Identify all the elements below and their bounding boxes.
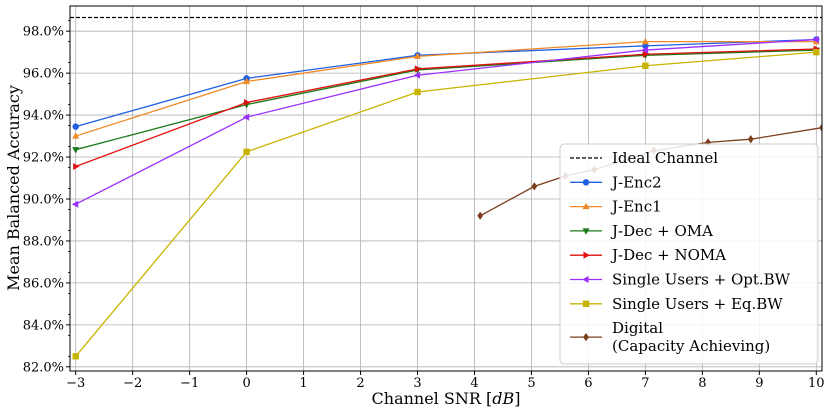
data-point <box>243 148 250 155</box>
data-point <box>71 200 79 208</box>
data-point <box>642 62 649 69</box>
data-point <box>414 88 421 96</box>
x-tick-label: 5 <box>527 376 535 391</box>
data-point <box>583 251 590 259</box>
data-point <box>812 36 819 44</box>
legend-entry: J-Enc2 <box>570 173 662 191</box>
x-tick-label: 7 <box>641 376 649 391</box>
data-point <box>583 332 589 342</box>
data-point <box>413 52 422 59</box>
data-point <box>73 162 80 170</box>
legend-label: Single Users + Eq.BW <box>612 295 783 313</box>
data-point <box>747 135 754 144</box>
series-group <box>71 36 822 360</box>
legend-label: Digital (Capacity Achieving) <box>612 319 770 355</box>
data-point <box>243 77 251 85</box>
x-tick-label: 0 <box>242 376 250 391</box>
y-tick-label: 98.0% <box>23 25 64 40</box>
legend-entry: Digital (Capacity Achieving) <box>570 319 770 355</box>
y-tick-label: 82.0% <box>23 360 64 375</box>
legend-entry: Single Users + Opt.BW <box>570 271 791 289</box>
x-tick-label: 3 <box>413 376 421 391</box>
series-4 <box>71 36 819 208</box>
series-5 <box>72 48 820 360</box>
legend-label: J-Enc1 <box>610 198 662 216</box>
data-point <box>819 123 822 132</box>
y-tick-label: 88.0% <box>23 234 64 249</box>
data-point <box>641 37 649 45</box>
data-point <box>413 71 421 79</box>
y-tick-label: 86.0% <box>23 276 64 291</box>
legend-label: J-Dec + OMA <box>610 222 713 240</box>
x-axis-label: Channel SNR [dB] <box>372 389 521 408</box>
legend-label: Single Users + Opt.BW <box>612 271 791 289</box>
data-point <box>72 123 79 130</box>
y-tick-label: 90.0% <box>23 192 64 207</box>
x-tick-label: 6 <box>584 376 592 391</box>
legend-entry: J-Dec + NOMA <box>570 246 726 264</box>
legend-entry: Ideal Channel <box>570 149 718 167</box>
x-tick-label: 2 <box>356 376 364 391</box>
data-point <box>582 300 590 307</box>
data-point <box>72 353 79 360</box>
y-tick-label: 94.0% <box>23 109 64 124</box>
x-tick-label: 8 <box>698 376 706 391</box>
data-point <box>642 50 650 58</box>
x-tick-label: −2 <box>123 376 142 391</box>
data-point <box>582 179 590 186</box>
data-point <box>72 147 80 154</box>
x-tick-label: −1 <box>180 376 199 391</box>
data-point <box>244 98 251 107</box>
legend-entry: J-Enc1 <box>570 198 662 216</box>
x-tick-label: −3 <box>66 376 85 391</box>
data-point <box>582 228 590 235</box>
data-point <box>582 202 590 210</box>
x-tick-label: 4 <box>470 376 478 391</box>
data-point <box>477 211 484 220</box>
data-point <box>582 275 589 284</box>
data-point <box>242 113 250 121</box>
legend-entry: J-Dec + OMA <box>570 222 713 240</box>
legend-label: Ideal Channel <box>612 149 718 167</box>
legend-entry: Single Users + Eq.BW <box>570 295 783 313</box>
y-tick-label: 92.0% <box>23 151 64 166</box>
x-tick-label: 1 <box>299 376 307 391</box>
legend: Ideal Channel J-Enc2 J-Enc1 J-Dec + OMA J-De… <box>559 143 819 365</box>
y-tick-label: 84.0% <box>23 318 64 333</box>
data-point <box>813 48 820 56</box>
y-axis-label: Mean Balanced Accuracy <box>4 85 23 291</box>
axis-ticks: −3 −2 −1 0 1 2 3 4 5 6 7 8 9 10 82.0% 84.0% 86.0% 88.0% 90… <box>23 20 825 391</box>
data-point <box>414 65 422 73</box>
legend-label: J-Enc2 <box>610 173 662 191</box>
data-point <box>641 46 648 54</box>
x-tick-label: 10 <box>808 376 825 391</box>
x-tick-label: 9 <box>755 376 763 391</box>
legend-label: J-Dec + NOMA <box>610 246 726 264</box>
y-tick-label: 96.0% <box>23 67 64 82</box>
legend-box <box>559 143 819 365</box>
data-point <box>72 132 80 139</box>
data-point <box>531 182 538 191</box>
